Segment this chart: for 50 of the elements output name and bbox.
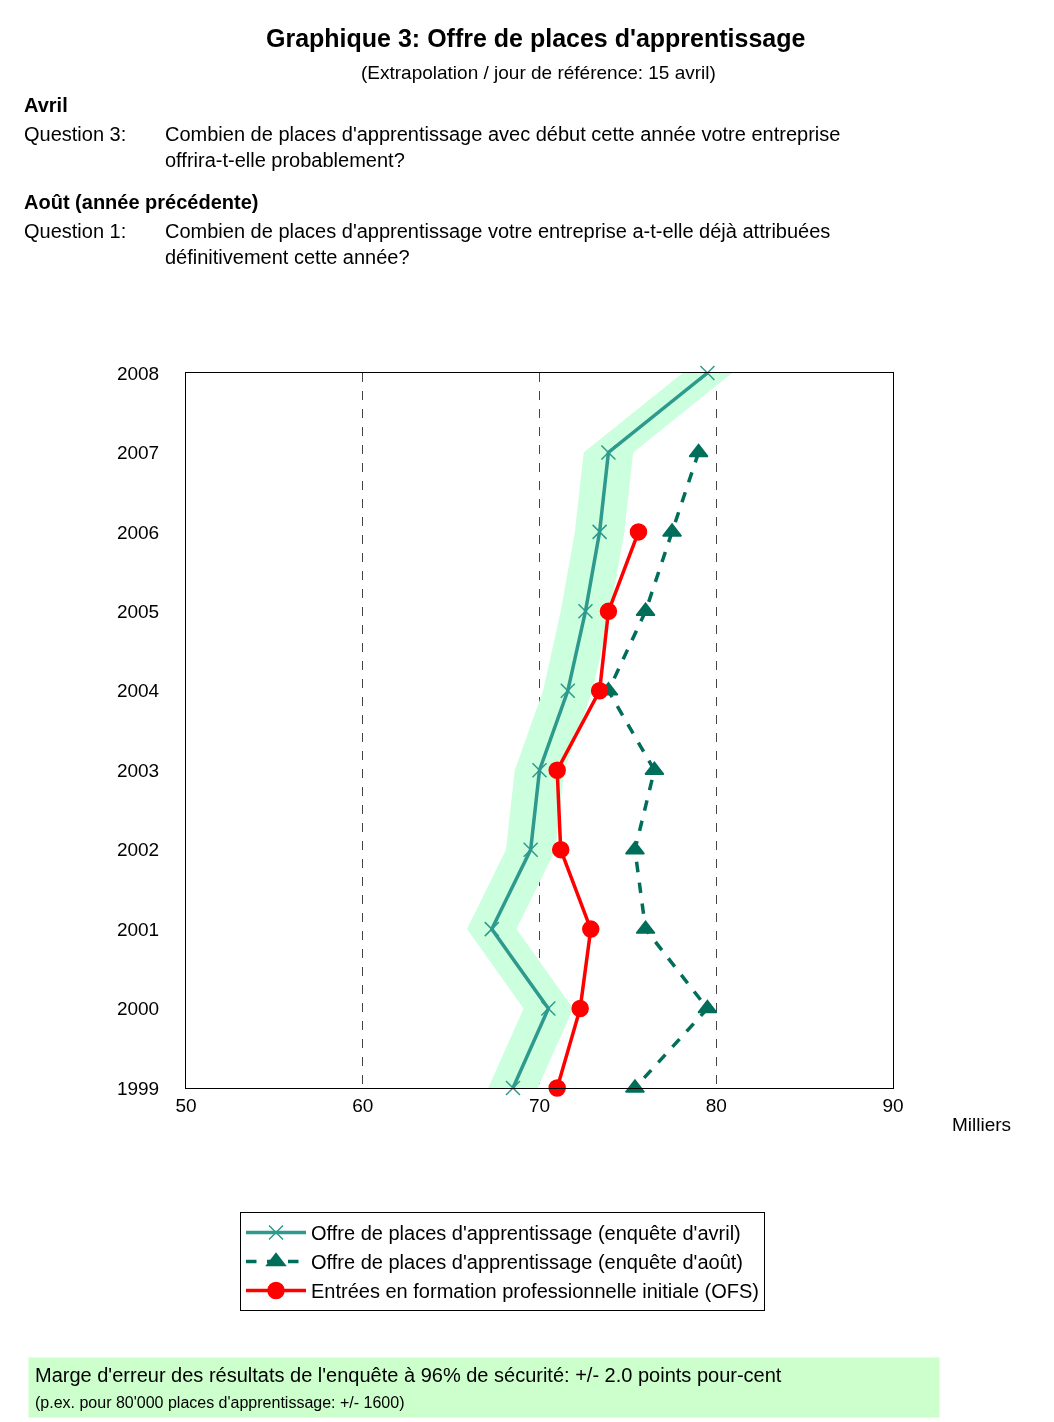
point [635,602,656,617]
y-tick-label: 2001 [116,918,160,940]
point [522,841,539,858]
point [484,921,500,937]
point [599,602,618,621]
point [629,523,648,541]
x-tick-label: 60 [352,1094,374,1116]
point [577,603,594,620]
y-tick-label: 2008 [116,362,160,384]
point [600,444,617,461]
chart-title: Graphique 3: Offre de places d'apprentissage [266,24,806,52]
text: Août (année précédente) [24,191,259,213]
y-tick-label: 2000 [116,998,160,1020]
point [531,762,548,778]
text: Combien de places d'apprentissage avec début cette année votre entreprise offrira-t-elle probablement? [165,123,841,171]
y-tick-label: 2003 [116,759,160,781]
y-tick-label: 1999 [116,1077,160,1099]
point [699,365,716,381]
y-tick-label: 2007 [116,442,160,464]
point [688,443,709,458]
text: Question 1: [24,220,127,242]
y-tick-label: 2002 [116,839,160,861]
legend-label: Entrées en formation professionnelle initiale (OFS) [311,1280,759,1303]
point [560,683,576,699]
point [505,1080,521,1096]
legend-label: Offre de places d'apprentissage (enquête d'avril) [311,1222,741,1245]
x-tick-label: 70 [528,1094,551,1116]
text: Marge d'erreur des résultats de l'enquête à 96% de sécurité: +/- 2.0 points pour-cent (p.ex. pour 80'000 places d'apprentissage: +/- 1600) [35,1364,782,1411]
chart-subtitle: (Extrapolation / jour de référence: 15 avril) [361,62,716,83]
point [540,1000,557,1017]
point [624,840,645,855]
point [571,999,589,1018]
point [590,682,609,700]
text: Question 3: [24,123,127,145]
x-tick-label: 80 [705,1094,727,1116]
point [548,761,566,779]
legend-label: Offre de places d'apprentissage (enquête d'août) [311,1251,744,1274]
y-tick-label: 2004 [116,680,160,702]
x-tick-label: 90 [882,1094,904,1116]
point [548,1079,566,1097]
text: Avril [24,94,68,116]
point [697,999,718,1014]
point [551,840,570,859]
point [591,524,608,540]
point [582,920,600,938]
x-axis-title: Milliers [952,1114,1012,1135]
x-tick-label: 50 [175,1094,197,1116]
text: Combien de places d'apprentissage votre entreprise a-t-elle déjà attribuées définitivement cette année? [165,220,831,268]
y-tick-label: 2006 [116,521,160,543]
y-tick-label: 2005 [116,600,160,622]
